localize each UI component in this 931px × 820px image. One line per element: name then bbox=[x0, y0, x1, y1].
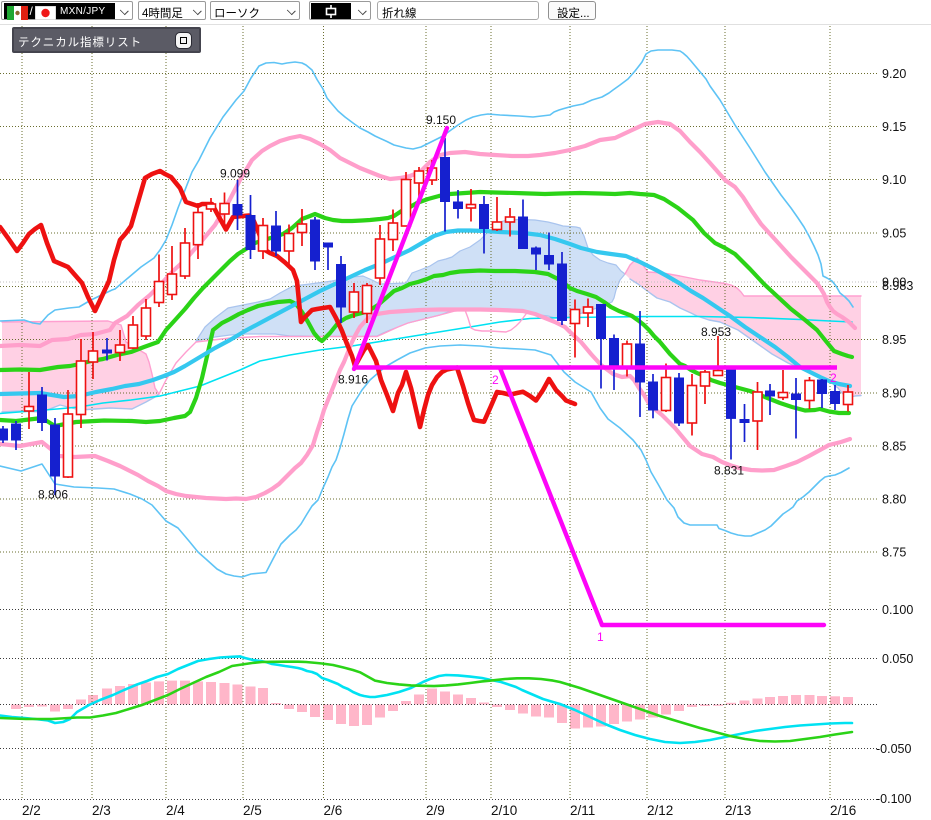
svg-text:2/13: 2/13 bbox=[725, 803, 751, 818]
svg-text:2/11: 2/11 bbox=[570, 803, 595, 818]
svg-text:2: 2 bbox=[830, 371, 837, 385]
svg-text:2/2: 2/2 bbox=[22, 803, 41, 818]
svg-text:2/16: 2/16 bbox=[830, 803, 856, 818]
svg-text:-0.050: -0.050 bbox=[876, 742, 911, 756]
svg-text:8.953: 8.953 bbox=[701, 325, 731, 339]
svg-text:8.80: 8.80 bbox=[882, 493, 906, 507]
svg-text:8.90: 8.90 bbox=[882, 387, 906, 401]
svg-text:9.05: 9.05 bbox=[882, 227, 906, 241]
svg-text:9.20: 9.20 bbox=[882, 67, 906, 81]
svg-text:1: 1 bbox=[597, 630, 604, 644]
svg-text:2/3: 2/3 bbox=[92, 803, 111, 818]
svg-text:2/5: 2/5 bbox=[243, 803, 262, 818]
svg-text:-0.100: -0.100 bbox=[876, 792, 911, 806]
svg-text:0.100: 0.100 bbox=[882, 603, 913, 617]
svg-text:2/6: 2/6 bbox=[324, 803, 343, 818]
svg-text:8.806: 8.806 bbox=[38, 488, 68, 502]
svg-text:8.831: 8.831 bbox=[714, 464, 744, 478]
svg-text:2: 2 bbox=[492, 373, 499, 387]
svg-text:8.75: 8.75 bbox=[882, 546, 906, 560]
svg-text:2/9: 2/9 bbox=[426, 803, 445, 818]
svg-text:9.150: 9.150 bbox=[426, 113, 456, 127]
svg-text:9.099: 9.099 bbox=[220, 167, 250, 181]
svg-text:8.983: 8.983 bbox=[882, 279, 913, 293]
svg-text:0.050: 0.050 bbox=[882, 652, 913, 666]
svg-text:2/12: 2/12 bbox=[647, 803, 673, 818]
svg-text:8.95: 8.95 bbox=[882, 333, 906, 347]
svg-text:2/4: 2/4 bbox=[166, 803, 185, 818]
svg-text:8.916: 8.916 bbox=[338, 373, 368, 387]
svg-text:2/10: 2/10 bbox=[491, 803, 517, 818]
svg-text:9.00: 9.00 bbox=[882, 276, 906, 290]
svg-text:9.10: 9.10 bbox=[882, 173, 906, 187]
svg-text:8.85: 8.85 bbox=[882, 440, 906, 454]
svg-text:9.15: 9.15 bbox=[882, 120, 906, 134]
